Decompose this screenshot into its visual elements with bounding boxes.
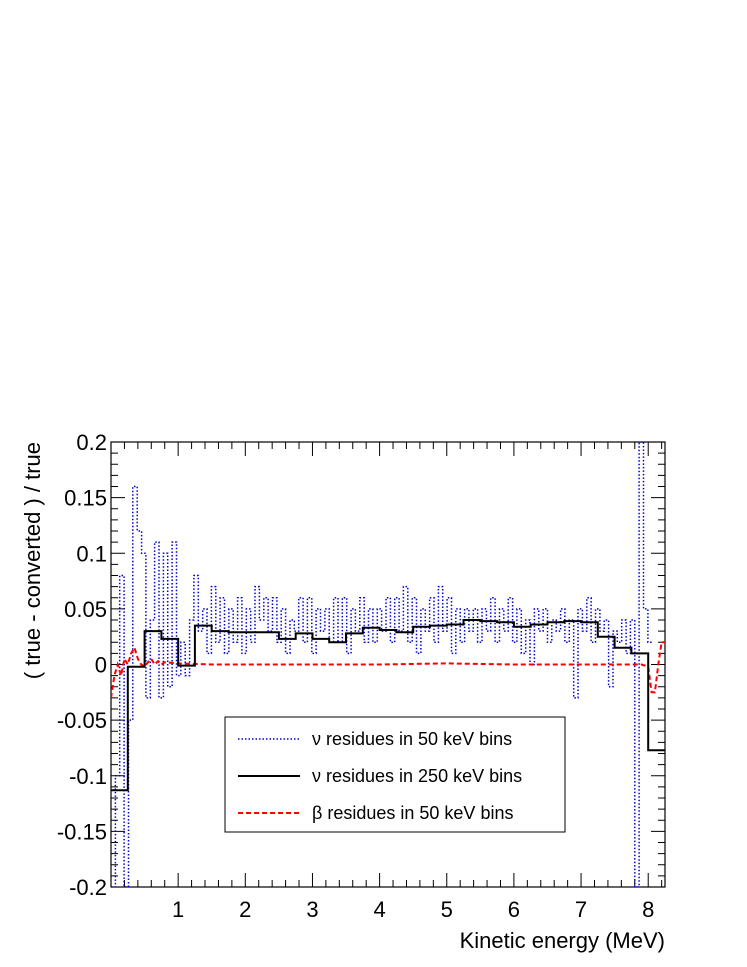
x-tick-label: 5 [441,897,453,922]
y-tick-label: 0 [95,653,107,678]
legend: ν residues in 50 keV bins ν residues in … [224,716,566,833]
y-tick-label: 0.15 [64,486,107,511]
y-axis-title: ( true - converted ) / true [20,442,45,679]
legend-label-nu-250: ν residues in 250 keV bins [312,766,522,786]
x-tick-label: 6 [508,897,520,922]
tick-labels: 1 2 3 4 5 6 7 8 -0.2 -0.15 -0.1 -0.05 0 0.05 0.1 0.15 0.… [57,430,654,922]
series-beta-50kev-line [111,641,665,699]
x-tick-label: 4 [373,897,385,922]
y-tick-label: -0.2 [69,875,107,900]
x-tick-label: 2 [239,897,251,922]
x-tick-label: 8 [642,897,654,922]
y-tick-label: 0.05 [64,597,107,622]
series-nu-250kev-histogram [111,619,665,792]
x-tick-label: 7 [575,897,587,922]
legend-label-beta-50: β residues in 50 keV bins [312,803,513,823]
x-axis-title: Kinetic energy (MeV) [460,928,665,953]
y-tick-label: 0.1 [76,541,107,566]
legend-box [224,716,566,833]
y-tick-label: -0.05 [57,708,107,733]
series-layer [111,442,665,887]
y-tick-label: 0.2 [76,430,107,455]
y-tick-label: -0.1 [69,764,107,789]
x-tick-label: 3 [306,897,318,922]
x-tick-label: 1 [172,897,184,922]
legend-label-nu-50: ν residues in 50 keV bins [312,729,512,749]
y-tick-label: -0.15 [57,819,107,844]
